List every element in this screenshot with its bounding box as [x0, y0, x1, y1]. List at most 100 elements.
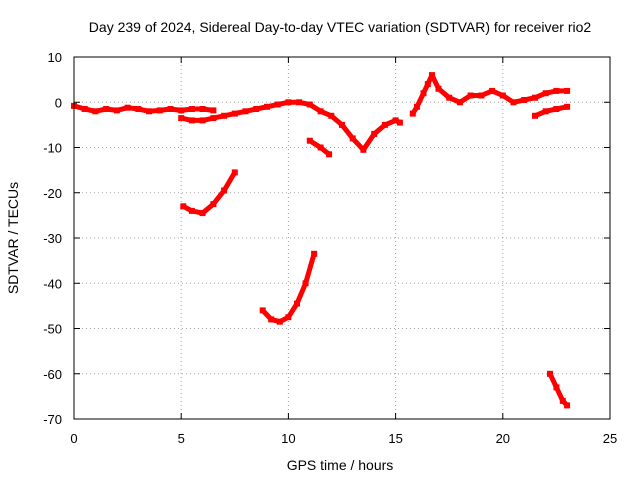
y-axis-label: SDTVAR / TECUs [5, 182, 21, 294]
series-seg-main-2 [178, 99, 403, 153]
data-point [542, 90, 549, 97]
data-point [414, 103, 420, 110]
data-point [259, 307, 266, 314]
data-point [489, 87, 496, 94]
data-point [564, 103, 571, 110]
data-point [294, 300, 300, 307]
data-point [81, 106, 88, 112]
y-tick-label: -70 [43, 412, 62, 427]
data-point [532, 112, 538, 119]
data-point [420, 90, 427, 97]
data-point [564, 87, 571, 94]
grid [74, 57, 610, 419]
data-point [124, 104, 131, 111]
data-point [188, 117, 195, 124]
data-point [221, 187, 228, 194]
data-point [231, 110, 238, 117]
data-point [180, 203, 187, 210]
x-tick-label: 25 [603, 431, 617, 446]
x-tick-label: 0 [70, 431, 77, 446]
data-point [435, 85, 442, 92]
y-tick-label: -50 [43, 322, 62, 337]
data-point [467, 92, 474, 99]
data-point [553, 106, 560, 112]
data-point [113, 107, 120, 114]
data-point [242, 108, 249, 115]
data-point [553, 87, 560, 94]
data-point [532, 94, 538, 101]
data-point [276, 318, 283, 325]
data-point [178, 107, 185, 114]
data-point [478, 92, 485, 99]
data-point [542, 108, 549, 115]
data-point [188, 106, 195, 112]
data-point [210, 201, 217, 208]
data-point [188, 207, 195, 214]
data-point [199, 210, 206, 217]
data-point [311, 250, 318, 257]
data-point [446, 94, 453, 101]
x-tick-label: 20 [496, 431, 510, 446]
data-point [156, 107, 163, 114]
data-point [429, 72, 435, 79]
ticks: 0 5 10 15 20 25 10 0 -10 -20 -30 -40 -50 -60 -70 [43, 50, 617, 446]
data-point [103, 106, 110, 112]
data-point [306, 101, 313, 108]
data-point [392, 117, 399, 124]
data-point [285, 99, 292, 106]
data-point [553, 384, 560, 391]
data-point [210, 115, 217, 122]
y-tick-label: 10 [48, 50, 62, 65]
data-point [253, 106, 260, 112]
data-point [510, 99, 517, 106]
data-point [547, 370, 553, 377]
data-point [296, 99, 303, 106]
data-point [559, 397, 566, 404]
data-point [178, 115, 185, 122]
data-point [221, 112, 228, 119]
data-point [396, 119, 403, 126]
data-point [231, 169, 238, 176]
data-point [409, 110, 416, 117]
data-point [360, 146, 367, 153]
data-point [371, 130, 378, 137]
data-point [317, 108, 324, 115]
series-seg-arc-45 [260, 251, 317, 325]
data-point [381, 121, 388, 128]
data-point [92, 108, 99, 115]
y-tick-label: 0 [55, 95, 62, 110]
data-point [135, 106, 142, 112]
data-point [339, 121, 345, 128]
y-tick-label: -60 [43, 367, 62, 382]
data-point [326, 151, 333, 158]
data-point [521, 97, 528, 103]
series-layer [71, 72, 571, 409]
x-axis-label: GPS time / hours [287, 457, 394, 473]
y-tick-label: -40 [43, 276, 62, 291]
data-point [199, 106, 206, 112]
data-point [285, 314, 292, 321]
x-tick-label: 10 [281, 431, 295, 446]
data-point [264, 103, 270, 110]
data-point [456, 99, 463, 106]
x-tick-label: 15 [388, 431, 402, 446]
data-point [199, 117, 206, 124]
data-point [499, 92, 506, 99]
x-tick-label: 5 [178, 431, 185, 446]
data-point [317, 144, 324, 151]
series-seg-short-b [532, 104, 570, 119]
data-point [424, 81, 431, 88]
y-tick-label: -30 [43, 231, 62, 246]
y-tick-label: -10 [43, 141, 62, 156]
data-point [210, 107, 217, 114]
y-tick-label: -20 [43, 186, 62, 201]
chart-title: Day 239 of 2024, Sidereal Day-to-day VTE… [89, 19, 592, 35]
data-point [302, 280, 309, 287]
data-point [268, 316, 275, 323]
data-point [564, 402, 571, 409]
data-point [146, 108, 152, 115]
data-point [274, 101, 281, 108]
data-point [328, 112, 335, 119]
data-point [349, 135, 356, 142]
